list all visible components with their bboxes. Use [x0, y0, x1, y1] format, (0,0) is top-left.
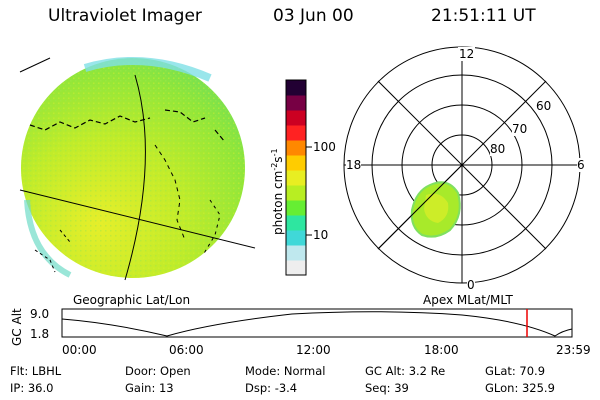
mlt-label-18: 18 — [346, 158, 362, 172]
geographic-earth-image — [19, 56, 256, 281]
parallel-line — [19, 189, 256, 249]
altitude-timeline-plot — [61, 308, 573, 338]
mlat-label-70: 70 — [512, 122, 528, 136]
meridian-line — [124, 74, 146, 281]
colorbar-tick-100: 100 — [313, 140, 336, 154]
instrument-title: Ultraviolet Imager — [48, 6, 202, 26]
mlat-label-80: 80 — [490, 142, 506, 156]
footer-glat: GLat: 70.9 — [485, 364, 546, 378]
footer-flt: Flt: LBHL — [10, 364, 62, 378]
colorbar-band — [286, 245, 306, 261]
time-label: 21:51:11 UT — [431, 6, 536, 26]
date-label: 03 Jun 00 — [273, 6, 354, 26]
footer-mode: Mode: Normal — [245, 364, 326, 378]
apex-panel-label: Apex MLat/MLT — [423, 293, 513, 307]
colorbar-band — [286, 215, 306, 231]
footer-gc-alt: GC Alt: 3.2 Re — [365, 364, 446, 378]
colorbar-band — [286, 95, 306, 111]
colorbar-band — [286, 200, 306, 216]
mlt-label-0: 0 — [467, 278, 475, 292]
footer-door: Door: Open — [125, 364, 191, 378]
altitude-curve — [61, 311, 573, 337]
colorbar-band — [286, 170, 306, 186]
footer-ip: IP: 36.0 — [10, 381, 54, 395]
colorbar-tick-10: 10 — [313, 228, 329, 242]
colorbar-band — [286, 110, 306, 126]
altitude-ylabel: GC Alt — [10, 308, 24, 346]
mlt-label-6: 6 — [577, 158, 585, 172]
altitude-ytick-low: 1.8 — [30, 327, 50, 341]
footer-glon: GLon: 325.9 — [485, 381, 555, 395]
footer-dsp: Dsp: -3.4 — [245, 381, 298, 395]
time-tick-1: 06:00 — [169, 343, 204, 357]
footer-gain: Gain: 13 — [125, 381, 174, 395]
colorbar-band — [286, 230, 306, 246]
colorbar-band — [286, 80, 306, 96]
mlat-label-60: 60 — [536, 99, 552, 113]
time-tick-0: 00:00 — [62, 343, 97, 357]
colorbar-band — [286, 185, 306, 201]
colorbar — [285, 79, 312, 276]
time-tick-2: 12:00 — [296, 343, 331, 357]
time-tick-3: 18:00 — [424, 343, 459, 357]
mlt-label-12: 12 — [458, 47, 476, 61]
polar-mlt-plot — [343, 46, 581, 284]
colorbar-unit-label: photon cm-2s-1 — [270, 148, 285, 235]
colorbar-band — [286, 260, 306, 276]
colorbar-band — [286, 140, 306, 156]
colorbar-band — [286, 125, 306, 141]
geographic-panel-label: Geographic Lat/Lon — [73, 293, 191, 307]
footer-seq: Seq: 39 — [365, 381, 409, 395]
altitude-ytick-high: 9.0 — [30, 307, 50, 321]
colorbar-band — [286, 155, 306, 171]
coastline — [29, 109, 226, 143]
time-tick-4: 23:59 — [556, 343, 591, 357]
